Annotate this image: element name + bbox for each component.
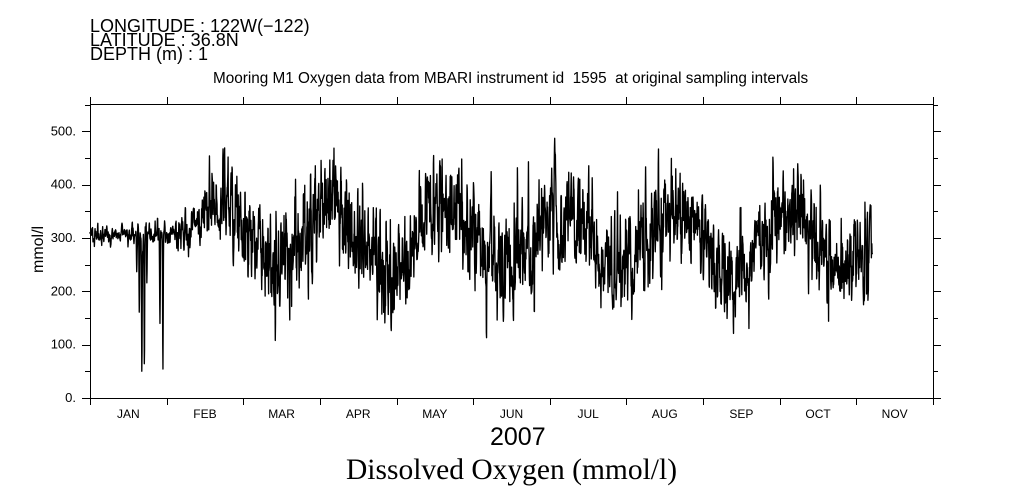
svg-text:MAY: MAY bbox=[422, 407, 447, 421]
svg-text:100.: 100. bbox=[51, 337, 76, 352]
svg-text:0.: 0. bbox=[65, 390, 76, 405]
svg-text:500.: 500. bbox=[51, 123, 76, 138]
svg-text:JAN: JAN bbox=[117, 407, 140, 421]
svg-text:MAR: MAR bbox=[268, 407, 295, 421]
svg-text:400.: 400. bbox=[51, 177, 76, 192]
svg-text:200.: 200. bbox=[51, 283, 76, 298]
svg-text:APR: APR bbox=[346, 407, 371, 421]
svg-text:OCT: OCT bbox=[805, 407, 831, 421]
svg-text:SEP: SEP bbox=[729, 407, 753, 421]
svg-text:JUL: JUL bbox=[577, 407, 599, 421]
svg-text:JUN: JUN bbox=[500, 407, 523, 421]
svg-text:NOV: NOV bbox=[882, 407, 908, 421]
svg-text:300.: 300. bbox=[51, 230, 76, 245]
svg-text:AUG: AUG bbox=[652, 407, 678, 421]
svg-text:FEB: FEB bbox=[193, 407, 216, 421]
